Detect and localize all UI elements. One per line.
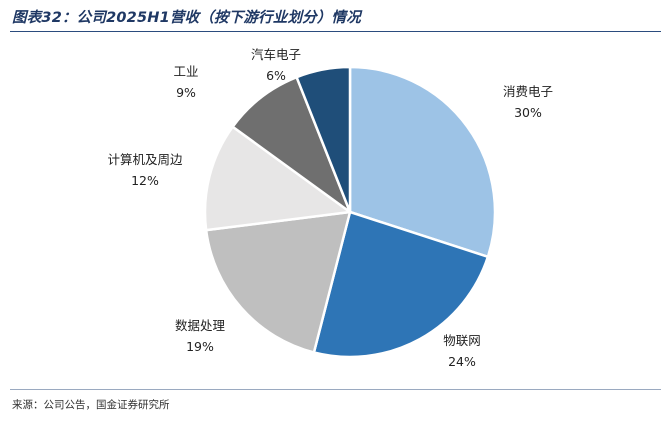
slice-category-label: 汽车电子 (251, 47, 301, 62)
pie-slice (203, 125, 352, 232)
slice-category-label: 消费电子 (503, 84, 553, 99)
pie-labels: 消费电子 30% 物联网 24% 数据处理 19% 计算机及周边 12% 工业 9% 汽车电子 6% (107, 47, 553, 369)
title-underline (10, 31, 661, 32)
pie-slice (231, 75, 352, 214)
slice-percent-label: 6% (266, 68, 286, 83)
source-divider (10, 389, 661, 390)
source-note: 来源：公司公告，国金证券研究所 (12, 399, 170, 411)
slice-category-label: 工业 (173, 64, 198, 79)
slice-percent-label: 24% (448, 354, 476, 369)
chart-title: 图表32：公司2025H1营收（按下游行业划分）情况 (12, 10, 361, 26)
slice-percent-label: 30% (514, 105, 542, 120)
slice-percent-label: 12% (131, 173, 159, 188)
slice-category-label: 数据处理 (175, 318, 226, 333)
slice-percent-label: 19% (186, 339, 214, 354)
slice-category-label: 计算机及周边 (107, 152, 183, 167)
slice-category-label: 物联网 (443, 333, 481, 348)
slice-percent-label: 9% (176, 85, 196, 100)
pie-slices (203, 65, 497, 359)
pie-slice (312, 210, 490, 359)
pie-slice (295, 65, 352, 214)
pie-slice (204, 210, 352, 354)
pie-slice (348, 65, 497, 259)
